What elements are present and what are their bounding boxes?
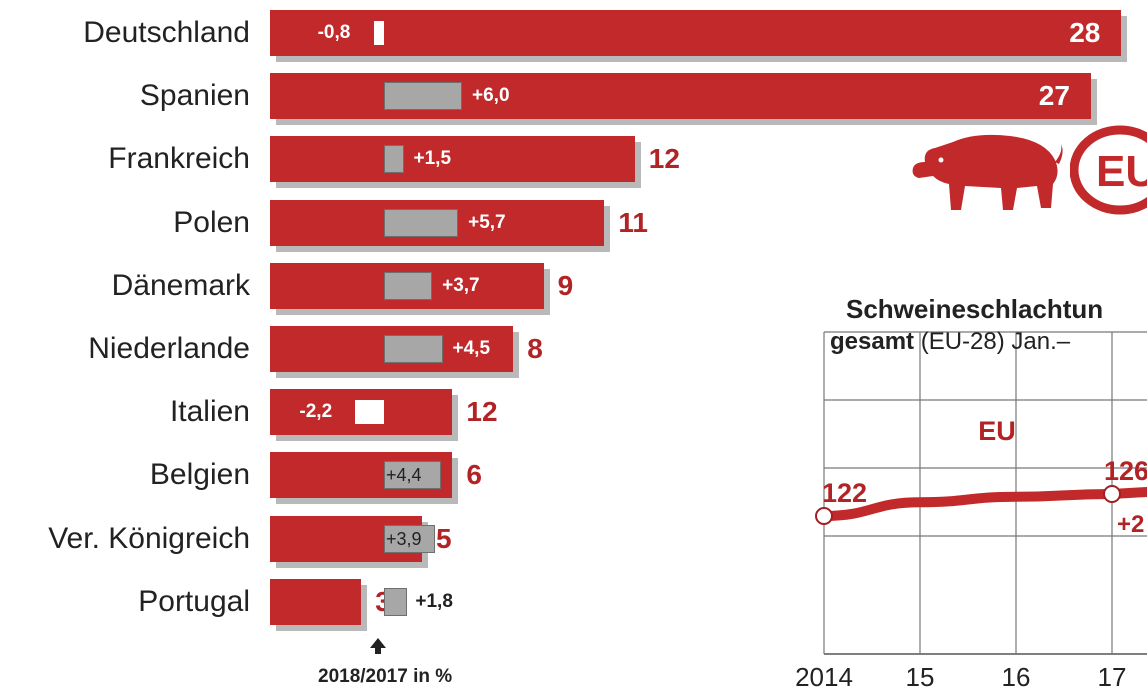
total-value-label: 12 xyxy=(648,143,680,175)
total-value-label: 27 xyxy=(1038,80,1070,112)
country-label: Frankreich xyxy=(108,142,250,176)
country-label: Dänemark xyxy=(111,268,250,302)
country-bar xyxy=(270,10,1122,56)
line-subtitle-bold: gesamt xyxy=(830,328,915,355)
x-tick-label: 16 xyxy=(1002,662,1031,692)
change-box xyxy=(384,461,442,490)
total-value-label: 28 xyxy=(1069,17,1101,48)
line-chart: 122 126 +2 EU 2014 15 16 17 xyxy=(795,331,1147,692)
change-label: -0,8 xyxy=(317,22,351,43)
change-label: -2,2 xyxy=(299,401,333,423)
change-box xyxy=(355,400,384,425)
total-value-label: 9 xyxy=(557,269,574,301)
pig-icon xyxy=(912,134,1063,210)
eu-logo-icon: EU xyxy=(1070,125,1147,215)
total-value-label: 11 xyxy=(618,206,648,238)
eu-logo-text: EU xyxy=(1096,147,1147,196)
country-label: Spanien xyxy=(139,79,250,113)
country-label: Polen xyxy=(173,205,250,239)
series-label: EU xyxy=(978,416,1016,446)
change-label: +1,5 xyxy=(413,148,452,170)
x-tick-label: 15 xyxy=(906,662,935,692)
change-footnote: 2018/2017 in % xyxy=(318,666,453,687)
change-box xyxy=(384,145,404,174)
line-chart-title: Schweineschlachtun xyxy=(846,294,1104,324)
series-line-eu xyxy=(819,487,1147,521)
change-box xyxy=(384,587,408,616)
line-subtitle-rest: (EU-28) Jan.– xyxy=(914,328,1071,355)
x-tick-label: 17 xyxy=(1098,662,1127,692)
change-box xyxy=(384,271,433,300)
change-label: +5,7 xyxy=(468,211,506,233)
change-box xyxy=(384,82,462,111)
change-label: +2 xyxy=(1117,511,1144,538)
data-point-label: 122 xyxy=(822,478,867,508)
country-label: Italien xyxy=(169,395,250,429)
total-value-label: 6 xyxy=(466,459,482,491)
change-box xyxy=(384,208,459,237)
country-bar xyxy=(270,578,362,625)
country-label: Portugal xyxy=(138,584,250,618)
change-label: +6,0 xyxy=(472,85,510,107)
change-box xyxy=(373,21,384,45)
change-label: +1,8 xyxy=(415,590,453,612)
data-point xyxy=(1103,485,1121,503)
country-label: Belgien xyxy=(149,458,250,492)
total-value-label: 12 xyxy=(466,396,498,428)
change-box xyxy=(384,524,435,553)
change-label: +4,5 xyxy=(452,338,491,359)
line-chart-subtitle: gesamt (EU-28) Jan.– xyxy=(830,328,1070,356)
country-label: Ver. Königreich xyxy=(48,521,250,555)
change-label: +3,9 xyxy=(386,528,422,549)
change-label: +4,4 xyxy=(386,465,422,486)
data-point xyxy=(815,507,833,525)
total-value-label: 8 xyxy=(527,333,543,364)
change-box xyxy=(384,335,443,363)
country-label: Deutschland xyxy=(83,16,250,49)
data-point-label: 126 xyxy=(1104,456,1147,486)
country-bar xyxy=(270,136,635,183)
country-label: Niederlande xyxy=(88,332,250,365)
change-label: +3,7 xyxy=(442,274,480,296)
arrow-stem xyxy=(375,647,381,654)
arrow-up-icon xyxy=(370,638,386,648)
x-tick-label: 2014 xyxy=(795,662,853,692)
total-value-label: 5 xyxy=(436,522,452,554)
